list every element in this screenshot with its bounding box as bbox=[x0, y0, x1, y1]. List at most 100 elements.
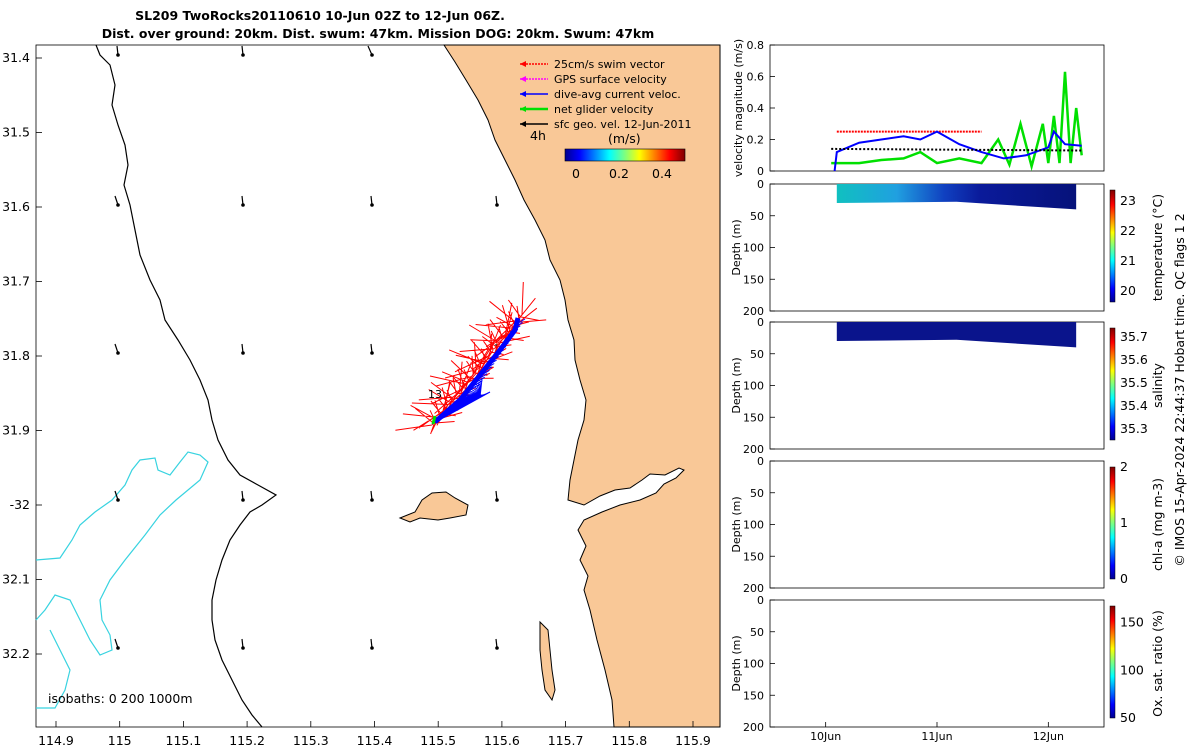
section-colorbar-tick: 35.6 bbox=[1120, 352, 1148, 367]
map-x-tick-label: 115.5 bbox=[420, 733, 456, 748]
section-y-tick-label: 0 bbox=[757, 178, 764, 191]
south-spit bbox=[539, 620, 556, 702]
velocity-axes bbox=[769, 44, 1105, 172]
section-colorbar-tick: 20 bbox=[1120, 283, 1136, 298]
map-x-tick-label: 115.3 bbox=[293, 733, 329, 748]
section-colorbar-label: salinity bbox=[1150, 362, 1165, 407]
geostrophic-arrows bbox=[114, 45, 499, 650]
section-colorbar-tick: 23 bbox=[1120, 193, 1136, 208]
speed-colorbar bbox=[564, 148, 686, 162]
map-y-tick-label: 31.7 bbox=[2, 274, 30, 289]
footer-credit: © IMOS 15-Apr-2024 22:44:37 Hobart time.… bbox=[1172, 213, 1187, 566]
coastline-west bbox=[95, 44, 278, 728]
track-line bbox=[433, 317, 521, 424]
isobath-1000 bbox=[36, 629, 71, 709]
geo-arrow bbox=[241, 343, 245, 355]
section-y-tick-label: 50 bbox=[750, 626, 764, 639]
map-x-tick-label: 115.2 bbox=[229, 733, 265, 748]
title-line-1: SL209 TwoRocks20110610 10-Jun 02Z to 12-… bbox=[135, 8, 505, 23]
section-colorbar-tick: 0 bbox=[1120, 571, 1128, 586]
legend-entry: 25cm/s swim vector bbox=[520, 58, 665, 71]
section-y-tick-label: 150 bbox=[743, 273, 764, 286]
section-ylabel: Depth (m) bbox=[730, 635, 743, 691]
section-colorbar-tick: 21 bbox=[1120, 253, 1136, 268]
map-x-tick-label: 115.7 bbox=[548, 733, 584, 748]
section-colorbar-tick: 35.5 bbox=[1120, 375, 1148, 390]
map-y-tick-label: 31.9 bbox=[2, 423, 30, 438]
section-data-patch bbox=[836, 322, 1077, 348]
section-colorbar bbox=[1109, 605, 1116, 719]
map-x-tick-label: 115.1 bbox=[166, 733, 202, 748]
section-y-tick-label: 0 bbox=[757, 594, 764, 607]
section-colorbar bbox=[1109, 327, 1116, 441]
velocity-ylabel: velocity magnitude (m/s) bbox=[732, 39, 745, 177]
section-colorbar-tick: 150 bbox=[1120, 615, 1144, 630]
section-y-tick-label: 200 bbox=[743, 305, 764, 318]
speed-colorbar-ticks: 0 0.2 0.4 bbox=[572, 166, 672, 181]
geo-arrow bbox=[495, 490, 499, 502]
map-y-tick-label: 31.5 bbox=[2, 125, 30, 140]
net-velocity bbox=[431, 415, 437, 425]
map-x-tick-label: 115.6 bbox=[484, 733, 520, 748]
section-y-tick-label: 0 bbox=[757, 316, 764, 329]
section-y-tick-label: 50 bbox=[750, 487, 764, 500]
time-tick-label: 12Jun bbox=[1033, 730, 1064, 743]
section-colorbar bbox=[1109, 466, 1116, 580]
time-tick-label: 10Jun bbox=[810, 730, 841, 743]
section-panel: 0 50 100 150 200 Depth (m) 0 1 2 chl-a (mg m-3) bbox=[730, 455, 1165, 595]
section-colorbar-tick: 2 bbox=[1120, 459, 1128, 474]
legend-label: 25cm/s swim vector bbox=[554, 58, 665, 71]
section-y-tick-label: 100 bbox=[743, 242, 764, 255]
velocity-y-tick-label: 0.4 bbox=[747, 102, 765, 115]
section-axes bbox=[769, 599, 1105, 728]
legend-entry: sfc geo. vel. 12-Jun-2011 bbox=[520, 118, 691, 131]
geo-arrow bbox=[114, 343, 120, 355]
map-x-axis: 114.9 115 115.1 115.2 115.3 115.4 115.5 115.6 11… bbox=[38, 721, 711, 748]
legend-entry: net glider velocity bbox=[520, 103, 654, 116]
section-y-tick-label: 150 bbox=[743, 411, 764, 424]
section-colorbar bbox=[1109, 189, 1116, 303]
geo-arrow bbox=[241, 45, 245, 57]
map-y-tick-label: 32.2 bbox=[2, 646, 30, 661]
geo-arrow bbox=[114, 638, 120, 650]
map-x-tick-label: 114.9 bbox=[38, 733, 74, 748]
geo-arrow bbox=[370, 638, 374, 650]
velocity-y-tick-label: 0 bbox=[757, 165, 764, 178]
mainland bbox=[443, 44, 721, 728]
map-panel: 114.9 115 115.1 115.2 115.3 115.4 115.5 115.6 11… bbox=[2, 44, 721, 748]
section-ylabel: Depth (m) bbox=[730, 496, 743, 552]
geo-arrow bbox=[495, 195, 499, 207]
time-label: 4h bbox=[530, 128, 546, 143]
section-y-tick-label: 200 bbox=[743, 443, 764, 456]
geo-arrow bbox=[495, 638, 499, 650]
track-label: 13 bbox=[428, 388, 442, 401]
section-colorbar-tick: 35.7 bbox=[1120, 329, 1148, 344]
geo-arrow bbox=[114, 490, 120, 502]
velocity-series-line bbox=[831, 147, 1082, 152]
section-y-tick-label: 50 bbox=[750, 210, 764, 223]
section-colorbar-tick: 35.3 bbox=[1120, 421, 1148, 436]
velocity-y-tick-label: 0.6 bbox=[747, 71, 765, 84]
section-colorbar-label: Ox. sat. ratio (%) bbox=[1150, 610, 1165, 717]
section-y-tick-label: 50 bbox=[750, 348, 764, 361]
geo-arrow bbox=[241, 490, 245, 502]
velocity-y-tick-label: 0.8 bbox=[747, 39, 765, 52]
section-y-tick-label: 100 bbox=[743, 658, 764, 671]
section-ylabel: Depth (m) bbox=[730, 357, 743, 413]
section-axes bbox=[769, 460, 1105, 589]
map-y-tick-label: -32 bbox=[10, 497, 30, 512]
colorbar-tick-label: 0.2 bbox=[609, 166, 629, 181]
map-x-tick-label: 115 bbox=[108, 733, 132, 748]
geo-arrow bbox=[370, 490, 374, 502]
section-y-tick-label: 200 bbox=[743, 582, 764, 595]
legend-label: GPS surface velocity bbox=[554, 73, 667, 86]
section-colorbar-tick: 35.4 bbox=[1120, 398, 1148, 413]
section-colorbar-tick: 100 bbox=[1120, 662, 1144, 677]
map-legend: 25cm/s swim vector GPS surface velocity di… bbox=[520, 58, 691, 131]
map-y-tick-label: 31.6 bbox=[2, 199, 30, 214]
map-y-tick-label: 31.4 bbox=[2, 50, 30, 65]
velocity-series-line bbox=[833, 129, 1082, 172]
colorbar-tick-label: 0.4 bbox=[652, 166, 672, 181]
